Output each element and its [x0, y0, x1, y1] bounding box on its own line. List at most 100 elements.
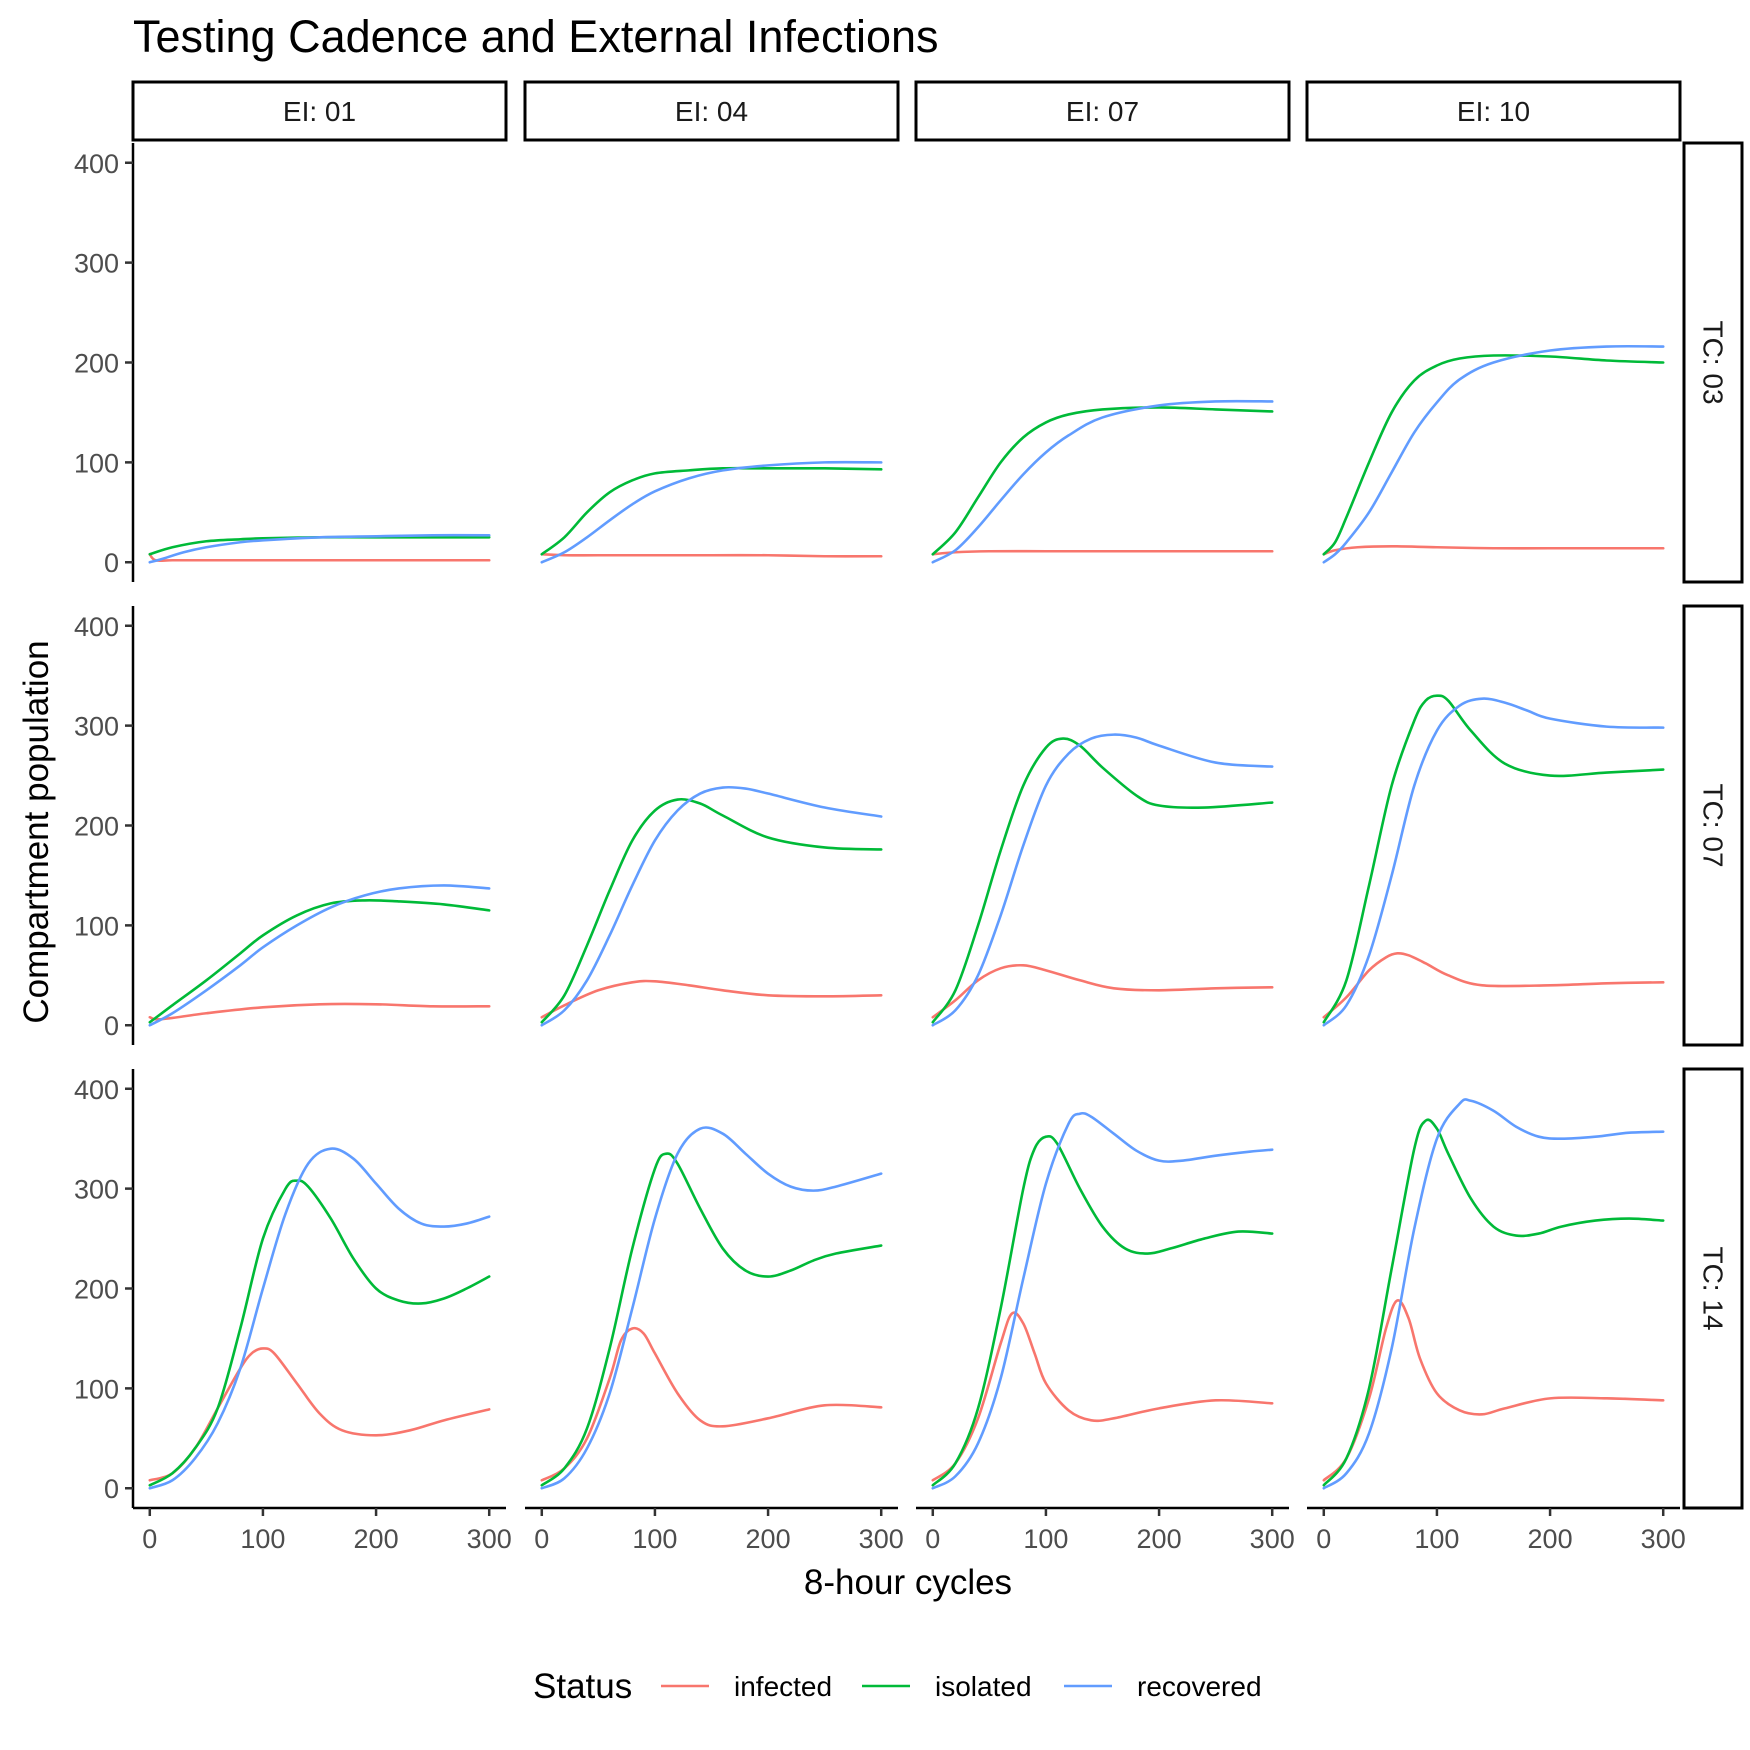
panel — [540, 1126, 883, 1490]
panel — [540, 460, 883, 564]
column-strip — [914, 80, 1291, 142]
column-strip-label: EI: 10 — [1457, 96, 1530, 127]
x-tick-label: 0 — [534, 1524, 549, 1554]
row-strip-label: TC: 03 — [1698, 320, 1729, 404]
series-line-isolated — [148, 899, 491, 1024]
series-line-infected — [540, 552, 883, 558]
series-line-recovered — [148, 533, 491, 564]
column-strip-label: EI: 01 — [283, 96, 356, 127]
column-strip-label: EI: 07 — [1066, 96, 1139, 127]
legend-label: infected — [734, 1671, 832, 1702]
x-tick-label: 0 — [1316, 1524, 1331, 1554]
y-tick-label: 200 — [74, 812, 119, 842]
x-tick-label: 200 — [1137, 1524, 1182, 1554]
x-tick-label: 0 — [925, 1524, 940, 1554]
series-line-isolated — [931, 737, 1274, 1024]
series-line-infected — [1322, 544, 1665, 556]
panel — [1322, 1098, 1665, 1490]
y-tick-label: 300 — [74, 712, 119, 742]
series-line-recovered — [931, 399, 1274, 564]
series-line-infected — [1322, 951, 1665, 1019]
chart-title: Testing Cadence and External Infections — [133, 11, 939, 62]
series-line-infected — [931, 1311, 1274, 1482]
series-line-isolated — [148, 1179, 491, 1487]
series-line-recovered — [148, 884, 491, 1027]
legend: Status infected isolated recovered — [533, 1667, 1262, 1706]
column-strip — [523, 80, 900, 142]
series-line-recovered — [1322, 1098, 1665, 1490]
x-tick-label: 300 — [859, 1524, 904, 1554]
row-strip — [1682, 141, 1744, 584]
column-strip-label: EI: 04 — [675, 96, 748, 127]
row-strip — [1682, 604, 1744, 1047]
series-line-isolated — [931, 406, 1274, 556]
x-tick-label: 100 — [632, 1524, 677, 1554]
y-axis-title: Compartment population — [17, 640, 56, 1023]
legend-title: Status — [533, 1667, 632, 1706]
series-line-isolated — [1322, 354, 1665, 556]
series-line-recovered — [1322, 344, 1665, 564]
series-line-infected — [931, 963, 1274, 1019]
series-line-infected — [931, 549, 1274, 556]
series-line-recovered — [931, 733, 1274, 1027]
y-tick-label: 200 — [74, 1275, 119, 1305]
panel — [148, 1147, 491, 1490]
y-tick-label: 400 — [74, 612, 119, 642]
series-line-isolated — [1322, 694, 1665, 1024]
series-line-isolated — [148, 535, 491, 556]
y-tick-label: 0 — [104, 1011, 119, 1041]
x-tick-label: 200 — [354, 1524, 399, 1554]
series-line-isolated — [540, 1152, 883, 1487]
row-strips: TC: 03 TC: 07 TC: 14 — [1682, 141, 1744, 1510]
series-line-isolated — [540, 797, 883, 1024]
panel — [148, 884, 491, 1027]
panel — [931, 399, 1274, 564]
series-line-infected — [148, 552, 491, 562]
panel — [1322, 694, 1665, 1027]
y-tick-label: 0 — [104, 548, 119, 578]
x-tick-label: 300 — [467, 1524, 512, 1554]
x-tick-label: 100 — [1023, 1524, 1068, 1554]
x-tick-label: 300 — [1641, 1524, 1686, 1554]
series-line-infected — [1322, 1299, 1665, 1482]
row-strip-label: TC: 07 — [1698, 783, 1729, 867]
x-tick-label: 100 — [240, 1524, 285, 1554]
series-line-infected — [540, 1326, 883, 1482]
column-strips: EI: 01 EI: 04 EI: 07 EI: 10 — [131, 80, 1682, 142]
panel — [1322, 344, 1665, 564]
column-strip — [131, 80, 508, 142]
series-line-recovered — [931, 1111, 1274, 1490]
y-tick-label: 0 — [104, 1474, 119, 1504]
panel — [148, 533, 491, 564]
row-strip-label: TC: 14 — [1698, 1246, 1729, 1330]
series-line-recovered — [540, 460, 883, 564]
series-line-isolated — [1322, 1118, 1665, 1487]
y-tick-label: 100 — [74, 911, 119, 941]
column-strip — [1305, 80, 1682, 142]
x-tick-label: 100 — [1414, 1524, 1459, 1554]
x-axis-title: 8-hour cycles — [804, 1563, 1012, 1602]
y-axes: 0 100 200 300 400 0 100 200 300 400 0 100 200 300 400 — [74, 143, 135, 1508]
series-line-recovered — [1322, 697, 1665, 1027]
series-line-recovered — [148, 1147, 491, 1490]
y-tick-label: 300 — [74, 1175, 119, 1205]
series-line-recovered — [540, 785, 883, 1027]
y-tick-label: 400 — [74, 149, 119, 179]
x-tick-label: 200 — [1528, 1524, 1573, 1554]
panel — [540, 785, 883, 1027]
panel — [931, 1111, 1274, 1490]
y-tick-label: 100 — [74, 448, 119, 478]
series-line-infected — [148, 1002, 491, 1021]
series-line-recovered — [540, 1126, 883, 1490]
x-tick-label: 300 — [1250, 1524, 1295, 1554]
y-tick-label: 300 — [74, 249, 119, 279]
legend-label: isolated — [935, 1671, 1032, 1702]
y-tick-label: 100 — [74, 1374, 119, 1404]
x-tick-label: 0 — [142, 1524, 157, 1554]
series-line-infected — [540, 979, 883, 1019]
panel — [931, 733, 1274, 1027]
panels — [148, 344, 1665, 1490]
series-line-isolated — [540, 466, 883, 556]
legend-label: recovered — [1137, 1671, 1262, 1702]
